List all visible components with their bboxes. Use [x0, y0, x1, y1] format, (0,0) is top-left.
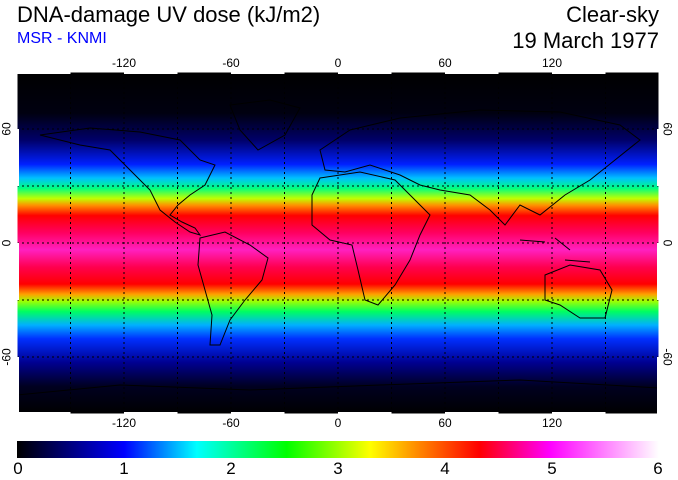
lon-label-top: 60 — [438, 56, 452, 70]
bottom-tick-bar — [338, 412, 392, 415]
lat-label-left: -60 — [0, 348, 14, 366]
lon-label-bottom: 60 — [438, 416, 452, 430]
map-source: MSR - KNMI — [17, 30, 107, 47]
map-date: 19 March 1977 — [512, 28, 659, 53]
top-tick-bar — [231, 71, 285, 74]
lon-label-top: 0 — [334, 56, 342, 70]
continent-antarctica — [16, 379, 660, 396]
uv-dose-map — [16, 71, 660, 415]
left-tick-bar — [16, 243, 19, 300]
lon-label-bottom: 120 — [541, 416, 563, 430]
lon-label-bottom: -60 — [222, 416, 240, 430]
right-tick-bar — [657, 243, 660, 300]
continent-south-america — [197, 231, 269, 346]
top-tick-bar — [445, 71, 499, 74]
colorbar-label: 3 — [333, 459, 343, 478]
continent-north-america — [39, 127, 216, 236]
map-title: DNA-damage UV dose (kJ/m2) — [17, 2, 321, 27]
lon-label-top: -60 — [222, 56, 240, 70]
graticule — [17, 72, 659, 414]
continent-greenland — [229, 99, 301, 151]
bottom-tick-bar — [552, 412, 606, 415]
colorbar-label: 1 — [119, 459, 129, 478]
right-tick-bar — [657, 357, 660, 414]
colorbar-label: 4 — [440, 459, 450, 478]
left-tick-bar — [16, 129, 19, 186]
top-tick-bar — [124, 71, 178, 74]
bottom-tick-bar — [445, 412, 499, 415]
colorbar — [17, 441, 659, 458]
lat-label-left: 0 — [0, 239, 14, 247]
top-tick-bar — [17, 71, 71, 74]
frame-ticks — [16, 71, 660, 415]
left-tick-bar — [16, 357, 19, 414]
right-tick-bar — [657, 129, 660, 186]
sky-condition: Clear-sky — [566, 2, 659, 27]
colorbar-label: 5 — [547, 459, 557, 478]
coastlines — [16, 99, 660, 396]
continent-africa — [311, 171, 431, 306]
bottom-tick-bar — [231, 412, 285, 415]
lat-label-left: 60 — [0, 122, 14, 136]
lat-label-right: 60 — [660, 122, 675, 136]
lat-label-right: -60 — [660, 348, 675, 366]
lon-label-bottom: 0 — [334, 416, 342, 430]
lon-label-bottom: -120 — [111, 416, 137, 430]
lon-label-top: -120 — [111, 56, 137, 70]
colorbar-label: 2 — [226, 459, 236, 478]
lon-label-top: 120 — [541, 56, 563, 70]
bottom-tick-bar — [124, 412, 178, 415]
colorbar-label: 6 — [653, 459, 663, 478]
lat-label-right: 0 — [660, 239, 675, 247]
top-tick-bar — [338, 71, 392, 74]
islands-indonesia — [519, 237, 591, 263]
continent-eurasia — [319, 109, 641, 226]
bottom-tick-bar — [17, 412, 71, 415]
top-tick-bar — [552, 71, 606, 74]
colorbar-label: 0 — [13, 459, 23, 478]
